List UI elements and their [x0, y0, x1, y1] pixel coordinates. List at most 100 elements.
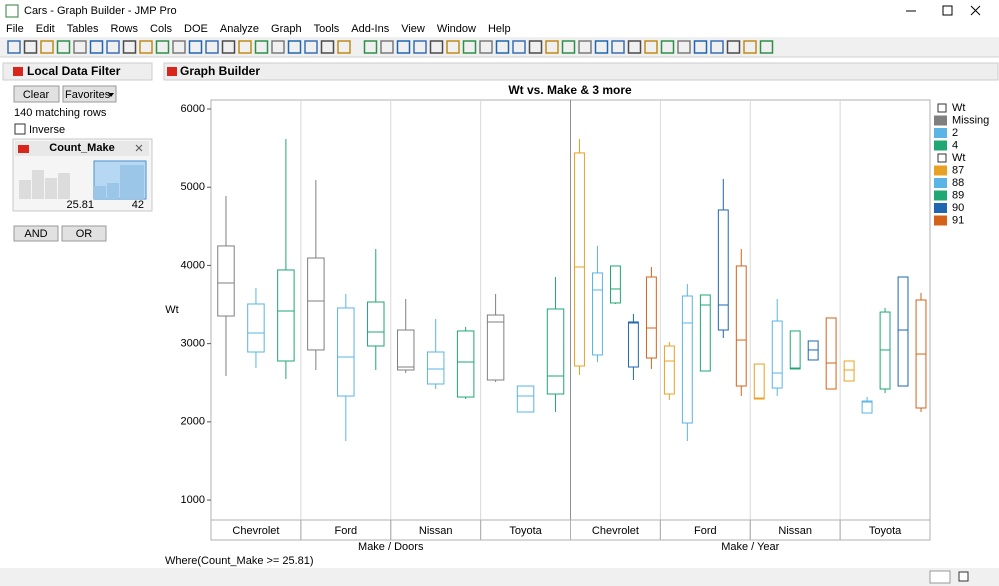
box: [574, 152, 585, 367]
category-label-cell: [839, 519, 931, 541]
toolbar-icon[interactable]: [380, 40, 394, 54]
toolbar-icon[interactable]: [743, 40, 757, 54]
y-tick-label: 5000: [181, 181, 205, 193]
toolbar-icon[interactable]: [578, 40, 592, 54]
clear-button[interactable]: [13, 85, 60, 103]
or-button[interactable]: [61, 225, 107, 242]
menu-item[interactable]: DOE: [184, 23, 208, 35]
app-icon: [5, 4, 19, 18]
box: [516, 385, 535, 413]
toolbar-icon[interactable]: [320, 40, 335, 54]
inverse-checkbox[interactable]: [14, 123, 26, 135]
close-button[interactable]: [970, 5, 981, 16]
toolbar-icon[interactable]: [677, 40, 691, 54]
toolbar-icon[interactable]: [271, 40, 285, 54]
hist-bar: [94, 186, 106, 199]
legend-label: 89: [952, 189, 964, 201]
graph-builder-header: [163, 62, 999, 81]
toolbar-icon[interactable]: [512, 40, 526, 54]
x-tick-label: Toyota: [509, 525, 542, 537]
toolbar-icon[interactable]: [545, 40, 559, 54]
menu-item[interactable]: Tables: [67, 23, 99, 35]
menu-item[interactable]: View: [401, 23, 425, 35]
toolbar-icon[interactable]: [759, 40, 774, 54]
x-tick-label: Toyota: [869, 525, 902, 537]
legend-group-icon: [937, 103, 947, 113]
toolbar-icon[interactable]: [122, 40, 137, 54]
favorites-button[interactable]: [62, 85, 117, 103]
toolbar-icon[interactable]: [337, 40, 351, 54]
graph-menu-toggle[interactable]: [167, 67, 177, 76]
toolbar-icon[interactable]: [304, 40, 318, 54]
toolbar-icon[interactable]: [7, 40, 21, 54]
and-button[interactable]: [13, 225, 59, 242]
menu-item[interactable]: Rows: [111, 23, 139, 35]
toolbar-icon[interactable]: [495, 40, 510, 54]
toolbar-icon[interactable]: [89, 40, 104, 54]
toolbar-icon[interactable]: [528, 40, 543, 54]
column-menu-toggle[interactable]: [18, 145, 29, 153]
y-tick-label: 4000: [181, 259, 205, 271]
toolbar-icon[interactable]: [238, 40, 252, 54]
toolbar-icon[interactable]: [413, 40, 427, 54]
and-label: AND: [24, 228, 47, 240]
menu-item[interactable]: Graph: [271, 23, 302, 35]
toolbar-icon[interactable]: [40, 40, 54, 54]
box: [486, 314, 505, 381]
legend-label: 87: [952, 164, 964, 176]
menu-item[interactable]: Window: [437, 23, 476, 35]
menu-item[interactable]: Tools: [314, 23, 340, 35]
legend-label: 90: [952, 202, 964, 214]
menu-item[interactable]: Cols: [150, 23, 173, 35]
toolbar-icon[interactable]: [693, 40, 708, 54]
toolbar-icon[interactable]: [479, 40, 493, 54]
remove-column-button[interactable]: [135, 144, 143, 152]
toolbar-icon[interactable]: [254, 40, 269, 54]
toolbar-icon[interactable]: [56, 40, 71, 54]
toolbar-icon[interactable]: [287, 40, 302, 54]
status-icon[interactable]: [929, 570, 951, 584]
toolbar-icon[interactable]: [139, 40, 153, 54]
box: [645, 276, 657, 359]
filter-histogram: [19, 160, 147, 200]
menu-item[interactable]: File: [6, 23, 24, 35]
box: [861, 400, 873, 414]
toolbar-icon[interactable]: [611, 40, 625, 54]
menu-item[interactable]: Analyze: [220, 23, 259, 35]
toolbar-icon[interactable]: [644, 40, 658, 54]
toolbar-icon[interactable]: [594, 40, 609, 54]
toolbar-icon[interactable]: [396, 40, 411, 54]
filter-menu-toggle[interactable]: [13, 67, 23, 76]
toolbar-icon[interactable]: [23, 40, 38, 54]
menu-item[interactable]: Add-Ins: [351, 23, 389, 35]
x-axis-label: Make / Doors: [358, 541, 424, 553]
toolbar-icon[interactable]: [106, 40, 120, 54]
toolbar-icon[interactable]: [710, 40, 724, 54]
status-checkbox[interactable]: [958, 571, 969, 582]
filter-column-header: [15, 141, 149, 156]
matching-rows: 140 matching rows: [14, 107, 107, 119]
toolbar-icon[interactable]: [172, 40, 186, 54]
menu-item[interactable]: Help: [488, 23, 511, 35]
toolbar-icon[interactable]: [627, 40, 642, 54]
toolbar-icon[interactable]: [363, 40, 378, 54]
menu-item[interactable]: Edit: [36, 23, 55, 35]
maximize-button[interactable]: [942, 5, 953, 16]
toolbar-icon[interactable]: [726, 40, 741, 54]
toolbar-icon[interactable]: [188, 40, 203, 54]
toolbar-icon[interactable]: [446, 40, 460, 54]
status-bar: [0, 568, 999, 586]
toolbar-icon[interactable]: [221, 40, 236, 54]
box: [753, 363, 765, 400]
toolbar-icon[interactable]: [205, 40, 219, 54]
toolbar-icon[interactable]: [155, 40, 170, 54]
toolbar-icon[interactable]: [429, 40, 444, 54]
x-tick-label: Nissan: [419, 525, 453, 537]
toolbar-icon[interactable]: [462, 40, 477, 54]
legend-title: Wt: [952, 102, 965, 114]
y-tick-label: 6000: [181, 103, 205, 115]
toolbar-icon[interactable]: [660, 40, 675, 54]
toolbar-icon[interactable]: [561, 40, 576, 54]
legend-label: 4: [952, 139, 958, 151]
toolbar-icon[interactable]: [73, 40, 87, 54]
